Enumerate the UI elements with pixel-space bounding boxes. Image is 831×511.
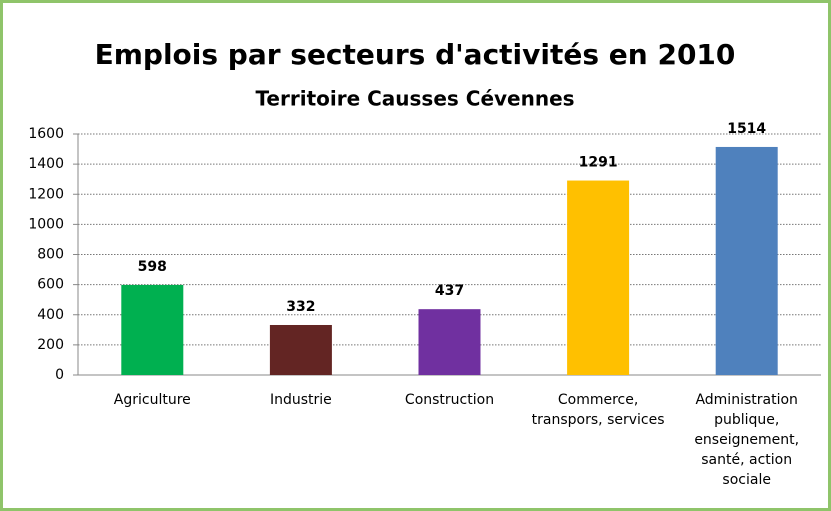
- x-tick-label: Agriculture: [113, 392, 191, 408]
- chart-subtitle: Territoire Causses Cévennes: [255, 87, 574, 111]
- x-tick-label: Commerce, transpors, services: [531, 392, 665, 428]
- x-tick-label: Administration publique, enseignement, s…: [694, 392, 800, 488]
- y-tick-label: 0: [55, 367, 64, 383]
- value-label: 1291: [579, 155, 618, 171]
- bar: [269, 324, 332, 375]
- bar: [121, 284, 184, 375]
- y-tick-label: 1400: [28, 156, 64, 172]
- bar: [715, 146, 778, 375]
- value-label: 1514: [727, 121, 766, 137]
- x-tick-label: Industrie: [269, 392, 332, 408]
- chart-title: Emplois par secteurs d'activités en 2010: [95, 38, 736, 71]
- bar: [567, 180, 630, 375]
- y-tick-label: 400: [37, 307, 64, 323]
- value-label: 437: [435, 283, 464, 299]
- value-label: 332: [286, 299, 315, 315]
- bar: [418, 309, 481, 375]
- y-tick-label: 1600: [28, 126, 64, 142]
- x-tick-label: Construction: [404, 392, 495, 408]
- y-tick-label: 800: [37, 247, 64, 263]
- y-tick-label: 1200: [28, 186, 64, 202]
- y-tick-label: 200: [37, 337, 64, 353]
- y-tick-label: 1000: [28, 216, 64, 232]
- y-tick-label: 600: [37, 277, 64, 293]
- chart: Emplois par secteurs d'activités en 2010…: [28, 38, 821, 383]
- value-label: 598: [138, 259, 167, 275]
